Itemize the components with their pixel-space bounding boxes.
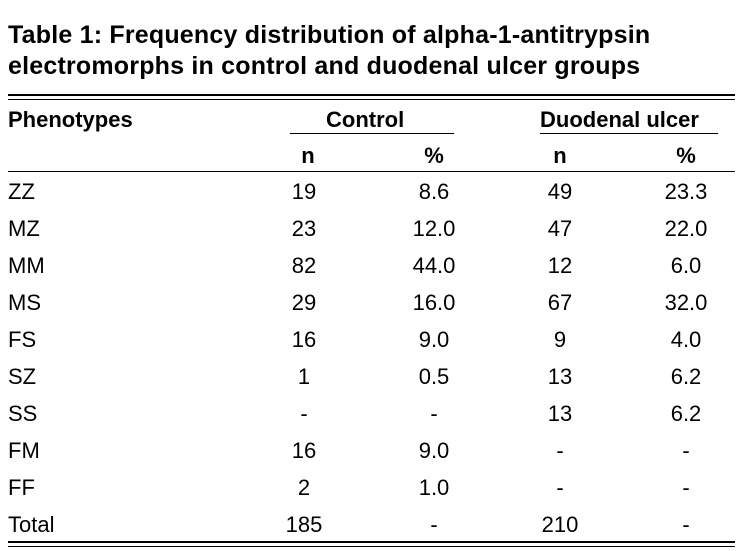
phenotype-cell: ZZ — [8, 179, 35, 204]
table-row: MM 82 44.0 12 6.0 — [0, 246, 740, 283]
header-control-percent: % — [424, 143, 444, 168]
control-n-cell: 185 — [285, 512, 323, 537]
table-body: ZZ 19 8.6 49 23.3 MZ 23 12.0 47 22.0 MM … — [0, 172, 740, 542]
header-phenotypes: Phenotypes — [8, 107, 133, 132]
duodenal-ulcer-n-cell: 67 — [547, 290, 573, 315]
duodenal-ulcer-percent-cell: 6.0 — [670, 253, 702, 278]
duodenal-ulcer-n-cell: 12 — [547, 253, 573, 278]
duodenal-ulcer-n-cell: 13 — [547, 401, 573, 426]
table-row: FF 2 1.0 - - — [0, 468, 740, 505]
table-row: FM 16 9.0 - - — [0, 431, 740, 468]
control-n-cell: 2 — [297, 475, 311, 500]
control-percent-cell: 0.5 — [418, 364, 450, 389]
duodenal-ulcer-percent-cell: 4.0 — [670, 327, 702, 352]
control-n-cell: - — [300, 401, 308, 426]
duodenal-ulcer-percent-cell: 32.0 — [664, 290, 708, 315]
control-percent-cell: - — [430, 512, 438, 537]
control-percent-cell: 44.0 — [412, 253, 456, 278]
control-n-cell: 29 — [291, 290, 317, 315]
bottom-rule-inner — [8, 546, 735, 547]
control-n-cell: 19 — [291, 179, 317, 204]
control-percent-cell: 9.0 — [418, 327, 450, 352]
duodenal-ulcer-group-rule — [540, 133, 718, 134]
control-n-cell: 16 — [291, 438, 317, 463]
header-control-n: n — [301, 143, 315, 168]
duodenal-ulcer-percent-cell: - — [682, 475, 690, 500]
control-percent-cell: 8.6 — [418, 179, 450, 204]
duodenal-ulcer-percent-cell: - — [682, 512, 690, 537]
table-row: MS 29 16.0 67 32.0 — [0, 283, 740, 320]
header-bottom-rule — [8, 171, 735, 172]
table-row-total: Total 185 - 210 - — [0, 505, 740, 542]
control-percent-cell: 12.0 — [412, 216, 456, 241]
table-row: ZZ 19 8.6 49 23.3 — [0, 172, 740, 209]
control-percent-cell: 1.0 — [418, 475, 450, 500]
header-duodenal-ulcer: Duodenal ulcer — [540, 107, 699, 132]
control-n-cell: 82 — [291, 253, 317, 278]
duodenal-ulcer-percent-cell: 23.3 — [664, 179, 708, 204]
phenotype-cell: MM — [8, 253, 45, 278]
phenotype-cell: FF — [8, 475, 35, 500]
phenotype-cell: MZ — [8, 216, 40, 241]
control-percent-cell: - — [430, 401, 438, 426]
phenotype-cell: SS — [8, 401, 38, 426]
control-percent-cell: 9.0 — [418, 438, 450, 463]
duodenal-ulcer-n-cell: - — [556, 475, 564, 500]
control-group-rule — [290, 133, 454, 134]
table-row: SS - - 13 6.2 — [0, 394, 740, 431]
header-control: Control — [326, 107, 405, 132]
duodenal-ulcer-n-cell: 49 — [547, 179, 573, 204]
duodenal-ulcer-percent-cell: - — [682, 438, 690, 463]
duodenal-ulcer-percent-cell: 6.2 — [670, 364, 702, 389]
duodenal-ulcer-percent-cell: 22.0 — [664, 216, 708, 241]
table-caption: Table 1: Frequency distribution of alpha… — [8, 21, 651, 80]
table-row: SZ 1 0.5 13 6.2 — [0, 357, 740, 394]
top-rule — [8, 94, 735, 96]
phenotype-cell: MS — [8, 290, 41, 315]
duodenal-ulcer-n-cell: 9 — [553, 327, 567, 352]
duodenal-ulcer-n-cell: 13 — [547, 364, 573, 389]
phenotype-cell: SZ — [8, 364, 37, 389]
table-row: FS 16 9.0 9 4.0 — [0, 320, 740, 357]
bottom-rule — [8, 541, 735, 543]
header-duodenal-ulcer-n: n — [553, 143, 567, 168]
table-row: MZ 23 12.0 47 22.0 — [0, 209, 740, 246]
header-duodenal-ulcer-percent: % — [676, 143, 696, 168]
phenotype-cell: Total — [8, 512, 55, 537]
phenotype-cell: FS — [8, 327, 37, 352]
control-n-cell: 16 — [291, 327, 317, 352]
duodenal-ulcer-n-cell: 47 — [547, 216, 573, 241]
top-rule-inner — [8, 99, 735, 100]
control-n-cell: 23 — [291, 216, 317, 241]
control-n-cell: 1 — [297, 364, 311, 389]
control-percent-cell: 16.0 — [412, 290, 456, 315]
phenotype-cell: FM — [8, 438, 40, 463]
duodenal-ulcer-percent-cell: 6.2 — [670, 401, 702, 426]
duodenal-ulcer-n-cell: 210 — [541, 512, 579, 537]
duodenal-ulcer-n-cell: - — [556, 438, 564, 463]
